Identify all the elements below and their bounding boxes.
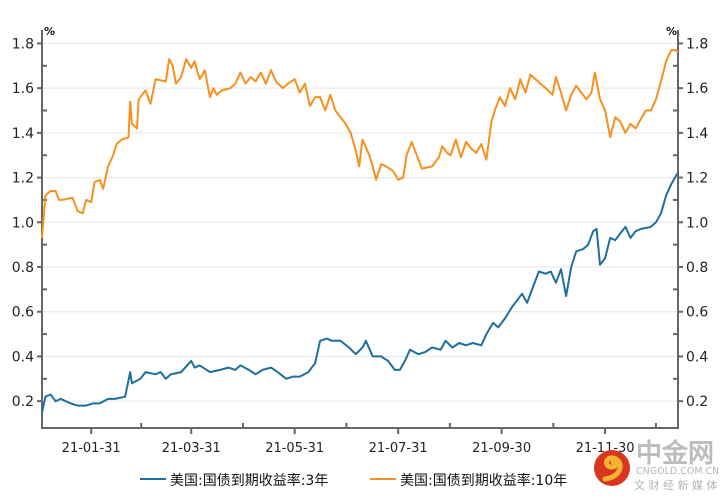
y-tick-label-right: 0.4 (686, 349, 708, 365)
x-ticks: 21-01-31 21-03-31 21-05-31 21-07-31 21-09-30… (62, 423, 657, 456)
y-tick-label-left: 0.2 (12, 394, 34, 410)
y-unit-left: % (44, 25, 55, 38)
y-tick-label-left: 0.8 (12, 260, 34, 276)
x-tick-label: 21-05-31 (265, 441, 324, 456)
legend: 美国:国债到期收益率:3年 美国:国债到期收益率:10年 (140, 472, 567, 489)
y-unit-right: % (666, 25, 677, 38)
y-tick-label-left: 0.4 (12, 349, 34, 365)
x-tick-label: 21-03-31 (162, 441, 221, 456)
y-tick-label-left: 1.4 (12, 126, 34, 142)
series-line-10y (41, 49, 679, 238)
y-tick-label-left: 1.8 (12, 36, 34, 52)
y-tick-label-left: 1.6 (12, 81, 34, 97)
legend-label-10y: 美国:国债到期收益率:10年 (400, 472, 567, 489)
y-tick-label-left: 0.6 (12, 305, 34, 321)
y-tick-label-right: 1.4 (686, 126, 708, 142)
y-tick-label-left: 1.2 (12, 171, 34, 187)
x-tick-label: 21-09-30 (472, 441, 531, 456)
gridlines (42, 42, 678, 402)
axes: % % (41, 25, 679, 429)
y-tick-label-right: 1.0 (686, 215, 708, 231)
y-tick-label-right: 0.2 (686, 394, 708, 410)
cngold-watermark: 中金网 CNGOLD.COM.CN 文 财 经 新 媒 体 (594, 438, 719, 492)
y-tick-label-right: 0.6 (686, 305, 708, 321)
series-lines (41, 49, 679, 413)
y-tick-label-left: 1.0 (12, 215, 34, 231)
cngold-logo-swirl (602, 455, 623, 482)
watermark-domain: CNGOLD.COM.CN (636, 466, 719, 477)
y-tick-label-right: 1.2 (686, 171, 708, 187)
series-line-3y (41, 172, 679, 413)
y-ticks: 0.2 0.2 0.4 0.4 0.6 0.6 0.8 0.8 1.0 1.0 1.2 1.2 1.4 1… (12, 36, 709, 410)
legend-label-3y: 美国:国债到期收益率:3年 (170, 472, 328, 489)
x-tick-label: 21-01-31 (62, 441, 121, 456)
x-tick-label: 21-07-31 (369, 441, 428, 456)
watermark-slogan: 文 财 经 新 媒 体 (634, 478, 717, 492)
y-tick-label-right: 1.6 (686, 81, 708, 97)
watermark-brand: 中金网 (636, 438, 714, 469)
y-tick-label-right: 1.8 (686, 36, 708, 52)
y-tick-label-right: 0.8 (686, 260, 708, 276)
